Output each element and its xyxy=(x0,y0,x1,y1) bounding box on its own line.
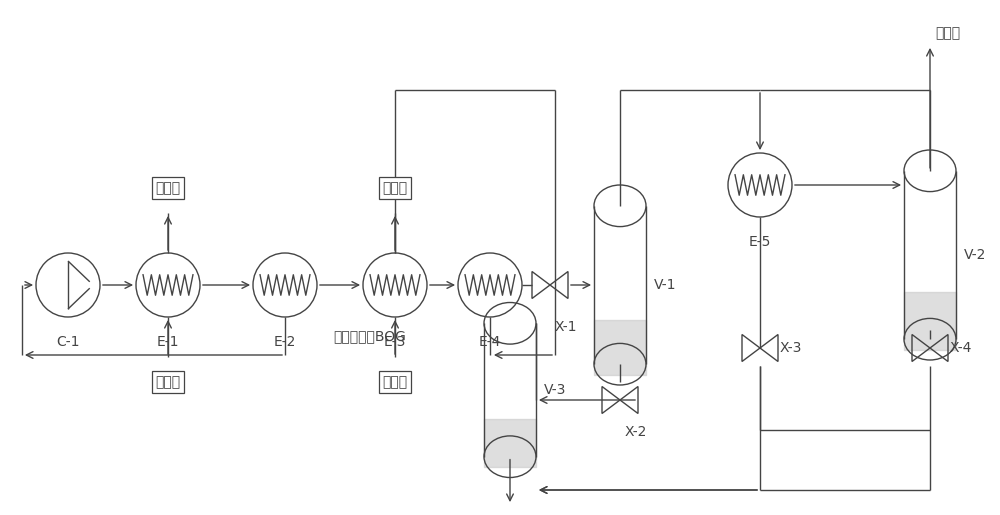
Text: 界区外来的BOG: 界区外来的BOG xyxy=(334,329,406,343)
Text: 富氮气: 富氮气 xyxy=(935,26,960,40)
Text: 制冷剂: 制冷剂 xyxy=(382,181,408,195)
Text: E-1: E-1 xyxy=(157,335,179,349)
Text: E-2: E-2 xyxy=(274,335,296,349)
Text: E-3: E-3 xyxy=(384,335,406,349)
Text: V-2: V-2 xyxy=(964,248,986,262)
Text: 制冷剂: 制冷剂 xyxy=(382,375,408,389)
Text: X-3: X-3 xyxy=(780,341,802,355)
Text: E-4: E-4 xyxy=(479,335,501,349)
Text: X-4: X-4 xyxy=(950,341,972,355)
Text: 循环水: 循环水 xyxy=(155,375,181,389)
Text: C-1: C-1 xyxy=(56,335,80,349)
Text: X-1: X-1 xyxy=(555,320,578,334)
Text: V-3: V-3 xyxy=(544,383,566,397)
Text: 循环水: 循环水 xyxy=(155,181,181,195)
Text: E-5: E-5 xyxy=(749,235,771,249)
Text: X-2: X-2 xyxy=(625,425,647,439)
Text: V-1: V-1 xyxy=(654,278,676,292)
